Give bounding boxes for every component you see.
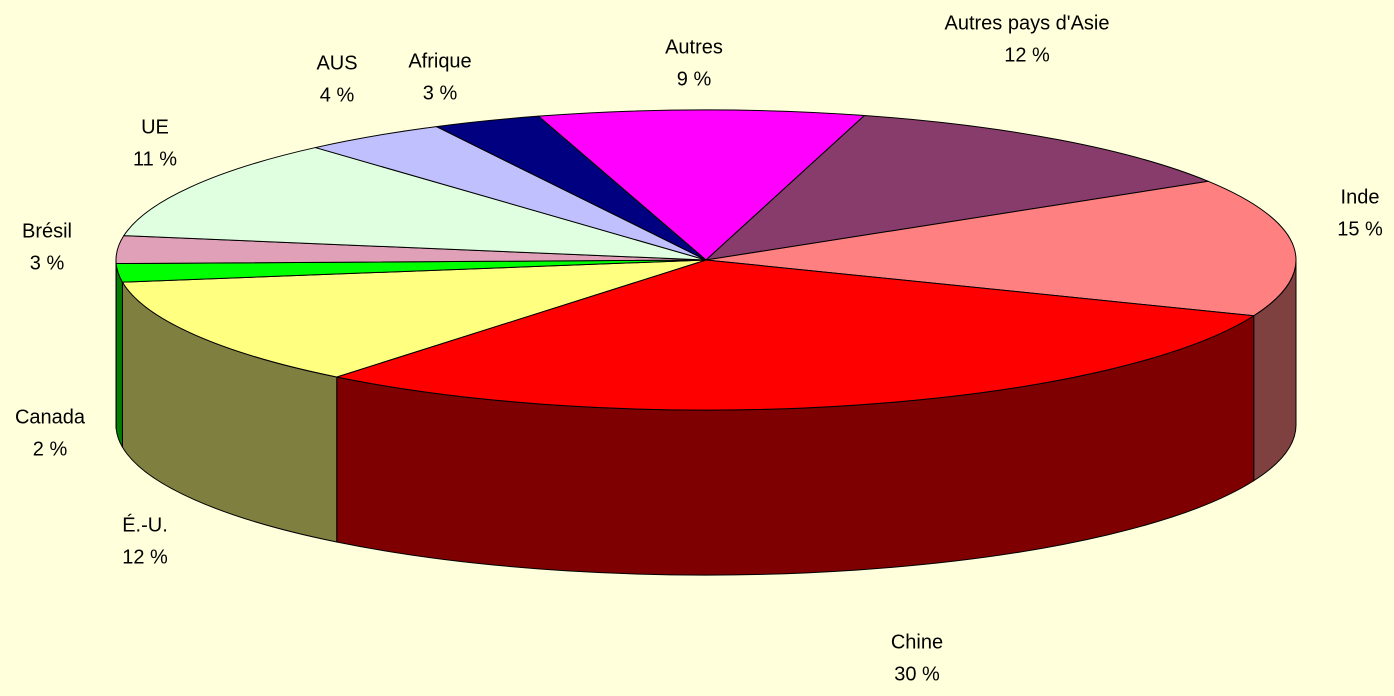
- slice-label: UE: [141, 116, 169, 138]
- slice-value-label: 11 %: [133, 148, 177, 170]
- slice-label: Autres: [665, 36, 723, 58]
- slice-label: Autres pays d'Asie: [944, 12, 1109, 34]
- slice-label: Brésil: [22, 220, 72, 242]
- slice-value-label: 4 %: [320, 84, 355, 106]
- slice-value-label: 2 %: [33, 438, 68, 460]
- slice-label: Chine: [891, 631, 943, 653]
- slice-label: AUS: [316, 52, 357, 74]
- pie-tops: [116, 110, 1296, 410]
- slice-value-label: 3 %: [30, 252, 65, 274]
- slice-value-label: 3 %: [423, 82, 458, 104]
- slice-label: É.-U.: [122, 513, 168, 536]
- slice-value-label: 9 %: [677, 68, 712, 90]
- slice-label: Canada: [15, 406, 86, 428]
- pie-side: [116, 264, 122, 448]
- slice-label: Inde: [1341, 186, 1380, 208]
- slice-value-label: 15 %: [1337, 218, 1383, 240]
- slice-value-label: 30 %: [894, 663, 940, 685]
- slice-label: Afrique: [408, 50, 471, 72]
- slice-value-label: 12 %: [1004, 44, 1050, 66]
- slice-value-label: 12 %: [122, 546, 168, 568]
